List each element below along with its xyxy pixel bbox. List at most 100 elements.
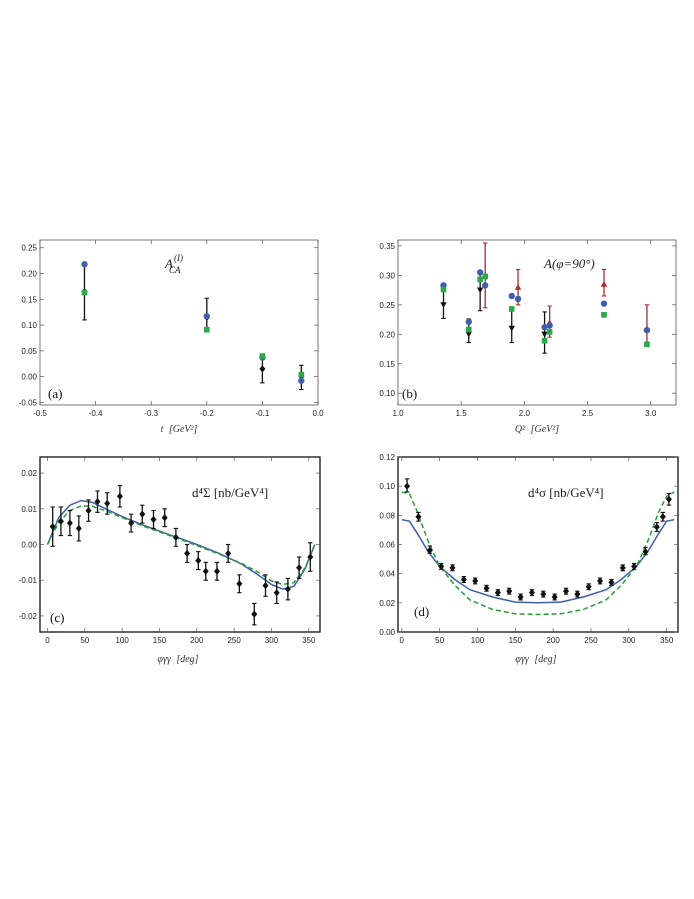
panel-b-xlabel-unit: [GeV²] [531, 424, 560, 435]
panel-b-xlabel: Q² [GeV²] [515, 424, 559, 435]
point-data [665, 495, 672, 503]
panel-c-label: (c) [50, 610, 64, 625]
point-data [284, 585, 291, 593]
point-data [608, 578, 615, 587]
point-green [298, 371, 305, 378]
y-tick-label: 0.25 [379, 301, 395, 310]
y-tick-label: 0.30 [379, 271, 395, 280]
point-data [619, 564, 626, 572]
panel-a-xlabel-unit: [GeV²] [169, 424, 198, 435]
panel-d-marks [401, 478, 675, 616]
point-green [644, 341, 650, 348]
point-data [57, 517, 64, 525]
curve-green-dashed [46, 505, 316, 586]
point-data [642, 548, 649, 556]
x-tick-label: -0.3 [144, 409, 158, 418]
y-tick-label: 0.05 [21, 347, 37, 356]
panel-d-frame [397, 456, 679, 633]
y-tick-label: 0.20 [21, 270, 37, 279]
x-tick-label: -0.5 [33, 409, 47, 418]
point-data [449, 564, 456, 572]
point-green [81, 289, 88, 296]
point-data [426, 546, 433, 554]
panel-b-xlabel-var: Q² [515, 424, 526, 435]
panel-a-label: (a) [48, 386, 62, 401]
point-green [440, 286, 447, 293]
point-data [506, 587, 513, 595]
point-green [259, 353, 266, 359]
y-tick-label: 0.00 [21, 541, 37, 550]
x-tick-label: 2.0 [519, 409, 531, 418]
y-tick-label: 0.10 [379, 482, 395, 491]
point-data [483, 584, 490, 592]
point-data [161, 514, 168, 522]
point-data [104, 499, 111, 508]
point-data [307, 553, 314, 561]
point-data [494, 589, 501, 597]
point-data [296, 564, 303, 572]
point-data [259, 365, 266, 373]
panel-b-frame [397, 239, 677, 406]
point-blue [514, 295, 522, 303]
point-blue [643, 326, 651, 334]
panel-d-label: (d) [414, 604, 429, 619]
point-data [597, 577, 604, 585]
x-tick-label: -0.2 [200, 409, 214, 418]
x-tick-label: 200 [546, 636, 560, 645]
y-tick-label: 0.20 [379, 330, 395, 339]
point-green [508, 306, 515, 312]
y-tick-label: 0.01 [21, 505, 37, 514]
point-blue [541, 324, 548, 331]
y-tick-label: 0.02 [21, 469, 37, 478]
point-data [94, 498, 101, 506]
y-tick-label: 0.15 [21, 295, 37, 304]
point-green [601, 312, 607, 318]
y-tick-label: 0.35 [379, 242, 395, 251]
y-tick-label: 0.08 [379, 511, 395, 520]
point-data-black [465, 331, 472, 338]
point-data [251, 610, 258, 618]
point-data [262, 581, 269, 590]
x-tick-label: -0.4 [89, 409, 103, 418]
point-data [472, 577, 479, 585]
point-data [563, 587, 569, 595]
point-data-black [476, 287, 484, 294]
point-data [150, 515, 157, 524]
curve-blue-solid [401, 518, 675, 604]
panel-b-annotation: A(φ=90°) [543, 256, 595, 271]
point-data [528, 589, 535, 597]
x-tick-label: 1.0 [392, 409, 404, 418]
point-data [659, 513, 666, 521]
point-data [172, 533, 179, 541]
panel-b: 1.0 1.5 2.0 2.5 3.00.100.150.200.250.300.35 … [379, 239, 677, 435]
point-data-black [440, 302, 447, 309]
panel-a-xlabel-var: t [161, 424, 164, 435]
panel-d: 0 50 100 150 200 250 300 350 0.00 0.02 0.04 0.06 0.0… [379, 453, 679, 665]
x-tick-label: 150 [153, 636, 167, 645]
panel-c-xlabel-unit: [deg] [176, 654, 198, 665]
point-blue [298, 377, 305, 384]
point-data [213, 567, 220, 575]
point-data [415, 513, 422, 521]
y-tick-label: -0.02 [19, 612, 38, 621]
point-green [477, 276, 483, 283]
x-tick-label: 0.0 [312, 409, 324, 418]
point-data [585, 583, 592, 591]
panel-b-label: (b) [402, 386, 417, 401]
point-data [517, 593, 524, 601]
point-data [631, 562, 638, 570]
point-data [116, 492, 123, 500]
panel-a-frame [39, 239, 319, 406]
point-green [546, 329, 553, 335]
point-data [184, 549, 191, 558]
x-tick-label: -0.1 [256, 409, 270, 418]
panel-d-ticks: 0 50 100 150 200 250 300 350 0.00 0.02 0.04 0.06 0.0… [379, 453, 678, 645]
x-tick-label: 0 [400, 636, 405, 645]
point-green [465, 326, 472, 333]
point-data [66, 519, 73, 527]
x-tick-label: 300 [622, 636, 636, 645]
point-data-red [514, 283, 522, 290]
x-tick-label: 3.0 [645, 409, 657, 418]
x-tick-label: 250 [227, 636, 241, 645]
panel-c-xlabel-var: φγγ [157, 654, 171, 665]
